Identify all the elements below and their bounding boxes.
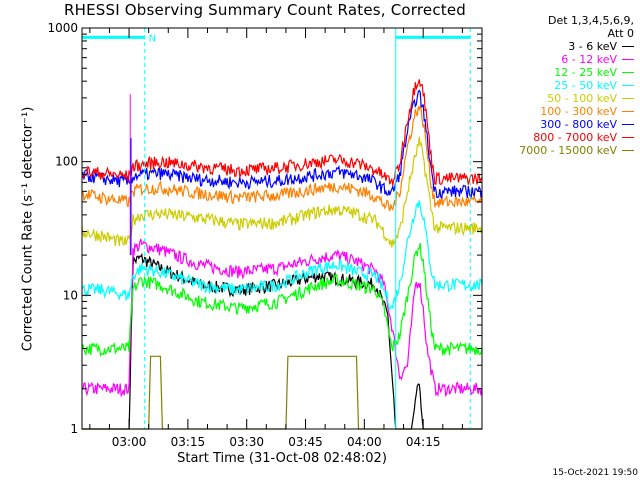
- x-tick-label: 03:00: [112, 435, 147, 449]
- x-tick-label: 03:15: [171, 435, 206, 449]
- legend-entry: 3 - 6 keV: [484, 40, 634, 53]
- legend-swatch: [622, 98, 634, 99]
- x-tick-label: 03:45: [288, 435, 323, 449]
- x-tick-label: 03:30: [229, 435, 264, 449]
- legend-swatch: [622, 150, 634, 151]
- series-line: [81, 200, 483, 311]
- series-line: [81, 242, 483, 358]
- legend-swatch: [622, 85, 634, 86]
- legend-entry: 12 - 25 keV: [484, 66, 634, 79]
- y-tick-label: 10: [63, 288, 78, 302]
- legend-swatch: [622, 46, 634, 47]
- legend-swatch: [622, 124, 634, 125]
- legend-label: 12 - 25 keV: [554, 66, 617, 79]
- legend-label: 7000 - 15000 keV: [519, 144, 617, 157]
- legend-entry: 800 - 7000 keV: [484, 131, 634, 144]
- legend-header-line: Att 0: [607, 27, 634, 40]
- legend-label: 100 - 300 keV: [540, 105, 617, 118]
- series-line: [81, 89, 483, 200]
- legend-swatch: [622, 59, 634, 60]
- tick-layer: 1000 100 10 1 03:00 03:15 03:30 03:45 04:00 04:15: [47, 21, 483, 449]
- series-line: [81, 104, 483, 212]
- series-layer: [81, 79, 483, 430]
- legend-swatch: [622, 111, 634, 112]
- series-line: [81, 136, 483, 248]
- legend-entry: 100 - 300 keV: [484, 105, 634, 118]
- x-tick-label: 04:15: [406, 435, 441, 449]
- legend-swatch: [622, 137, 634, 138]
- legend-entry: 6 - 12 keV: [484, 53, 634, 66]
- legend-label: 300 - 800 keV: [540, 118, 617, 131]
- legend-label: 800 - 7000 keV: [533, 131, 617, 144]
- y-tick-label: 1000: [47, 21, 78, 35]
- legend-label: 6 - 12 keV: [561, 53, 617, 66]
- legend: Det 1,3,4,5,6,9, Att 0 3 - 6 keV 6 - 12 k…: [484, 14, 634, 157]
- legend-entry: 25 - 50 keV: [484, 79, 634, 92]
- y-axis-label: Corrected Count Rate (s⁻¹ detector⁻¹): [20, 106, 36, 352]
- legend-label: 3 - 6 keV: [568, 40, 617, 53]
- chart-title: RHESSI Observing Summary Count Rates, Co…: [63, 1, 466, 19]
- legend-entry: 7000 - 15000 keV: [484, 144, 634, 157]
- legend-label: 25 - 50 keV: [554, 79, 617, 92]
- x-axis-label: Start Time (31-Oct-08 02:48:02): [177, 451, 387, 466]
- legend-header-line: Det 1,3,4,5,6,9,: [547, 14, 634, 27]
- legend-entry: 300 - 800 keV: [484, 118, 634, 131]
- overlay-layer: N: [82, 28, 471, 429]
- legend-swatch: [622, 72, 634, 73]
- x-tick-label: 04:00: [347, 435, 382, 449]
- legend-entry: 50 - 100 keV: [484, 92, 634, 105]
- night-annotation: N: [149, 33, 156, 44]
- series-line: [81, 79, 483, 186]
- plot-frame: [81, 27, 483, 430]
- generated-timestamp: 15-Oct-2021 19:50: [552, 468, 638, 478]
- y-tick-label: 100: [55, 155, 78, 169]
- series-line: [81, 238, 483, 398]
- y-tick-label: 1: [70, 422, 78, 436]
- legend-label: 50 - 100 keV: [547, 92, 617, 105]
